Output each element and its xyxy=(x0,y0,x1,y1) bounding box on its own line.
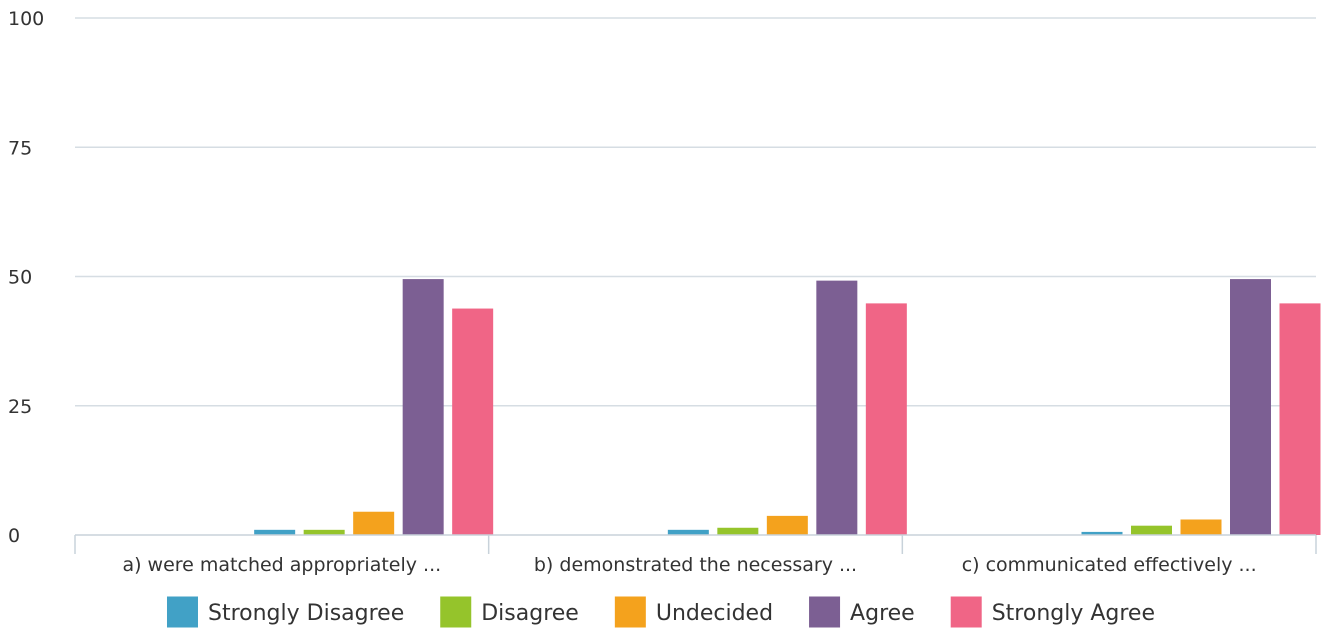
legend-label: Undecided xyxy=(656,601,773,626)
bar-strongly-disagree-1[interactable] xyxy=(254,529,296,535)
legend-item-strongly-agree[interactable]: Strongly Agree xyxy=(950,596,1155,628)
legend-item-undecided[interactable]: Undecided xyxy=(614,596,773,628)
legend-label: Agree xyxy=(850,601,915,626)
y-tick-label: 75 xyxy=(8,137,32,159)
legend-label: Disagree xyxy=(481,601,579,626)
bar-disagree-3[interactable] xyxy=(1131,525,1173,535)
x-category-label: c) communicated effectively ... xyxy=(962,554,1257,576)
bar-agree-1[interactable] xyxy=(402,279,444,535)
legend-swatch xyxy=(950,596,982,628)
gridlines xyxy=(75,17,1316,407)
bar-strongly-disagree-2[interactable] xyxy=(667,529,709,535)
bar-undecided-3[interactable] xyxy=(1180,519,1222,535)
y-tick-label: 0 xyxy=(8,525,20,547)
legend-swatch xyxy=(166,596,198,628)
x-axis: a) were matched appropriately ... b) demo… xyxy=(74,534,1317,576)
y-tick-label: 100 xyxy=(8,8,44,30)
legend-item-agree[interactable]: Agree xyxy=(809,596,915,628)
bar-strongly-disagree-3[interactable] xyxy=(1081,531,1123,535)
bar-disagree-2[interactable] xyxy=(717,527,759,535)
legend-item-disagree[interactable]: Disagree xyxy=(440,596,579,628)
x-category-label: a) were matched appropriately ... xyxy=(122,554,441,576)
bar-strongly-agree-3[interactable] xyxy=(1279,303,1321,535)
legend-label: Strongly Agree xyxy=(992,601,1155,626)
legend-label: Strongly Disagree xyxy=(208,601,404,626)
bar-undecided-2[interactable] xyxy=(766,515,808,535)
y-tick-label: 50 xyxy=(8,267,32,289)
y-tick-label: 25 xyxy=(8,396,32,418)
bar-agree-2[interactable] xyxy=(816,280,858,535)
legend-swatch xyxy=(440,596,472,628)
bars xyxy=(254,279,1321,535)
bar-undecided-1[interactable] xyxy=(353,511,395,535)
x-category-label: b) demonstrated the necessary ... xyxy=(534,554,857,576)
y-axis-ticks: 0 25 50 75 100 xyxy=(8,8,44,547)
bar-agree-3[interactable] xyxy=(1230,279,1272,535)
legend-swatch xyxy=(809,596,841,628)
legend-item-strongly-disagree[interactable]: Strongly Disagree xyxy=(166,596,404,628)
legend-swatch xyxy=(614,596,646,628)
bar-strongly-agree-1[interactable] xyxy=(452,308,494,535)
legend: Strongly Disagree Disagree Undecided Agree S… xyxy=(166,596,1155,628)
bar-strongly-agree-2[interactable] xyxy=(865,303,907,535)
bar-disagree-1[interactable] xyxy=(303,529,345,535)
